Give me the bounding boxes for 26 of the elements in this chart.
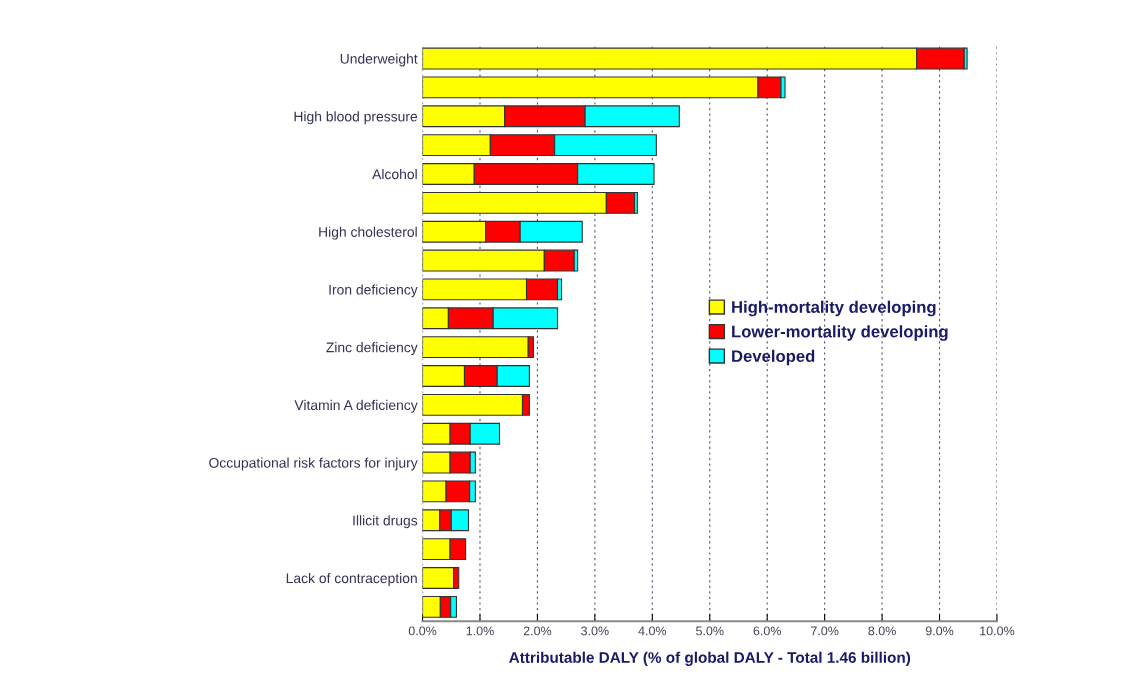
x-tick-label: 4.0% xyxy=(638,626,667,636)
x-tick-label: 0.0% xyxy=(408,626,437,636)
y-tick-label: Lack of contraception xyxy=(286,572,417,586)
y-tick-label: Vitamin A deficiency xyxy=(294,399,418,413)
x-tick-label: 7.0% xyxy=(811,626,839,636)
y-tick-label: Illicit drugs xyxy=(353,515,418,529)
x-tick-label: 6.0% xyxy=(753,626,781,636)
legend-label: Developed xyxy=(732,349,815,366)
legend-label: High-mortality developing xyxy=(732,300,936,317)
y-tick-label: Zinc deficiency xyxy=(326,342,418,356)
x-tick-label: 2.0% xyxy=(523,626,552,636)
x-axis-title: Attributable DALY (% of global DALY - Total 1.46 billion) xyxy=(509,651,911,666)
legend-label: Lower-mortality developing xyxy=(732,325,948,341)
x-tick-label: 3.0% xyxy=(581,626,609,636)
y-tick-label: Occupational risk factors for injury xyxy=(209,457,418,471)
y-tick-label: Iron deficiency xyxy=(329,284,418,298)
y-tick-label: Underweight xyxy=(340,53,418,67)
y-tick-label: High blood pressure xyxy=(294,111,418,125)
x-tick-label: 5.0% xyxy=(696,626,724,636)
y-tick-label: Alcohol xyxy=(372,168,417,180)
bar xyxy=(422,567,455,589)
x-tick-label: 8.0% xyxy=(868,626,896,636)
x-tick-label: 1.0% xyxy=(466,626,494,636)
y-tick-label: High cholesterol xyxy=(319,226,417,240)
x-tick-label: 9.0% xyxy=(925,626,954,636)
x-tick-label: 10.0% xyxy=(980,626,1015,636)
